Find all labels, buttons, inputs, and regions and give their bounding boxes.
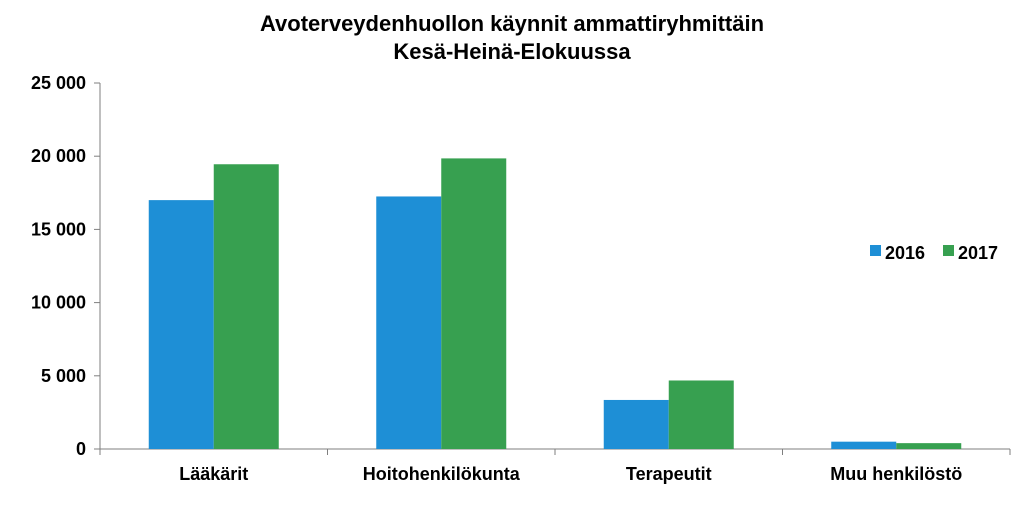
bar-2016-1 — [148, 200, 214, 449]
bar-2017-3 — [668, 380, 734, 449]
bar-2017-1 — [213, 164, 279, 449]
y-tick-label: 5 000 — [41, 366, 86, 386]
y-tick-label: 0 — [76, 439, 86, 459]
y-tick-label: 20 000 — [31, 146, 86, 166]
bar-2016-3 — [603, 399, 669, 449]
legend-label-2017: 2017 — [958, 243, 998, 263]
chart-title-block: Avoterveydenhuollon käynnit ammattiryhmi… — [0, 10, 1024, 66]
bar-2016-2 — [376, 196, 442, 449]
legend-swatch-2017 — [943, 245, 954, 256]
chart-subtitle: Kesä-Heinä-Elokuussa — [393, 39, 631, 64]
x-category-label: Lääkärit — [179, 464, 248, 484]
y-tick-label: 10 000 — [31, 293, 86, 313]
x-category-label: Muu henkilöstö — [830, 464, 962, 484]
bar-2017-4 — [896, 443, 962, 449]
bar-2016-4 — [831, 441, 897, 449]
y-tick-label: 15 000 — [31, 219, 86, 239]
legend-label-2016: 2016 — [885, 243, 925, 263]
x-category-label: Hoitohenkilökunta — [363, 464, 521, 484]
y-tick-label: 25 000 — [31, 73, 86, 93]
bar-2017-2 — [441, 158, 507, 449]
chart-title: Avoterveydenhuollon käynnit ammattiryhmi… — [259, 11, 765, 36]
legend-swatch-2016 — [870, 245, 881, 256]
x-category-label: Terapeutit — [626, 464, 712, 484]
